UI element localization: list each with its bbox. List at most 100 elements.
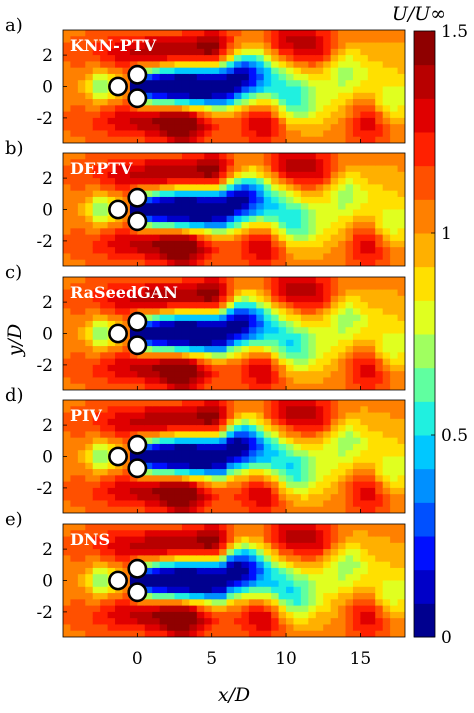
field-cell: [196, 92, 205, 100]
field-cell: [174, 42, 183, 50]
field-cell: [159, 443, 168, 451]
field-cell: [92, 215, 101, 223]
field-cell: [345, 247, 354, 255]
field-cell: [167, 302, 176, 309]
field-cell: [144, 425, 153, 432]
field-cell: [330, 99, 339, 106]
field-cell: [367, 580, 376, 588]
field-cell: [115, 481, 124, 489]
field-cell: [300, 124, 309, 132]
field-cell: [308, 469, 317, 476]
field-cell: [315, 412, 324, 420]
field-cell: [241, 443, 250, 451]
field-cell: [271, 462, 280, 470]
field-cell: [63, 469, 72, 476]
field-cell: [174, 320, 183, 328]
field-cell: [226, 450, 235, 458]
field-cell: [122, 124, 131, 132]
field-cell: [70, 383, 79, 390]
field-cell: [204, 549, 213, 556]
field-cell: [338, 222, 347, 229]
field-cell: [92, 574, 101, 582]
field-cell: [315, 555, 324, 563]
field-cell: [211, 412, 220, 420]
field-cell: [144, 295, 153, 303]
field-cell: [360, 364, 369, 372]
field-cell: [115, 400, 124, 407]
field-cell: [390, 259, 399, 266]
field-cell: [144, 203, 153, 211]
field-cell: [181, 105, 190, 113]
field-cell: [167, 412, 176, 420]
field-cell: [293, 302, 302, 309]
field-cell: [375, 308, 384, 316]
field-cell: [330, 277, 339, 284]
field-cell: [174, 618, 183, 626]
field-cell: [382, 209, 391, 217]
field-cell: [204, 425, 213, 432]
field-cell: [181, 42, 190, 50]
field-cell: [345, 295, 354, 303]
field-cell: [219, 222, 228, 229]
field-cell: [382, 431, 391, 439]
field-cell: [77, 171, 86, 179]
field-cell: [271, 30, 280, 37]
field-cell: [248, 153, 257, 160]
field-cell: [196, 383, 205, 390]
field-cell: [85, 247, 94, 255]
field-cell: [234, 364, 243, 372]
field-cell: [85, 500, 94, 508]
field-cell: [129, 228, 138, 236]
field-cell: [263, 314, 272, 322]
field-cell: [107, 567, 116, 575]
field-cell: [360, 352, 369, 360]
field-cell: [330, 153, 339, 160]
field-cell: [63, 364, 72, 372]
field-cell: [338, 352, 347, 360]
field-cell: [234, 124, 243, 132]
field-cell: [204, 524, 213, 531]
field-cell: [241, 203, 250, 211]
field-cell: [167, 117, 176, 125]
field-cell: [226, 259, 235, 266]
field-cell: [211, 165, 220, 173]
field-cell: [159, 55, 168, 62]
field-cell: [152, 599, 161, 607]
field-cell: [315, 277, 324, 284]
field-cell: [204, 555, 213, 563]
field-cell: [85, 339, 94, 347]
field-cell: [300, 48, 309, 56]
field-cell: [122, 500, 131, 508]
field-cell: [248, 574, 257, 582]
field-cell: [390, 92, 399, 100]
field-cell: [85, 165, 94, 173]
field-cell: [100, 352, 109, 360]
field-cell: [204, 190, 213, 198]
field-cell: [92, 55, 101, 62]
field-cell: [63, 406, 72, 414]
field-cell: [204, 48, 213, 56]
field-cell: [196, 352, 205, 360]
field-cell: [390, 377, 399, 385]
field-cell: [248, 536, 257, 544]
field-cell: [144, 580, 153, 588]
field-cell: [226, 487, 235, 495]
field-cell: [174, 61, 183, 69]
field-cell: [308, 302, 317, 309]
field-cell: [204, 618, 213, 626]
field-cell: [226, 105, 235, 113]
field-cell: [315, 153, 324, 160]
field-cell: [367, 400, 376, 407]
field-cell: [278, 61, 287, 69]
field-cell: [234, 222, 243, 229]
field-cell: [144, 136, 153, 143]
field-cell: [338, 406, 347, 414]
field-cell: [219, 406, 228, 414]
field-cell: [189, 530, 198, 538]
field-cell: [211, 314, 220, 322]
field-cell: [360, 99, 369, 106]
field-cell: [129, 418, 138, 426]
field-cell: [248, 289, 257, 297]
field-cell: [189, 184, 198, 192]
field-cell: [241, 450, 250, 458]
